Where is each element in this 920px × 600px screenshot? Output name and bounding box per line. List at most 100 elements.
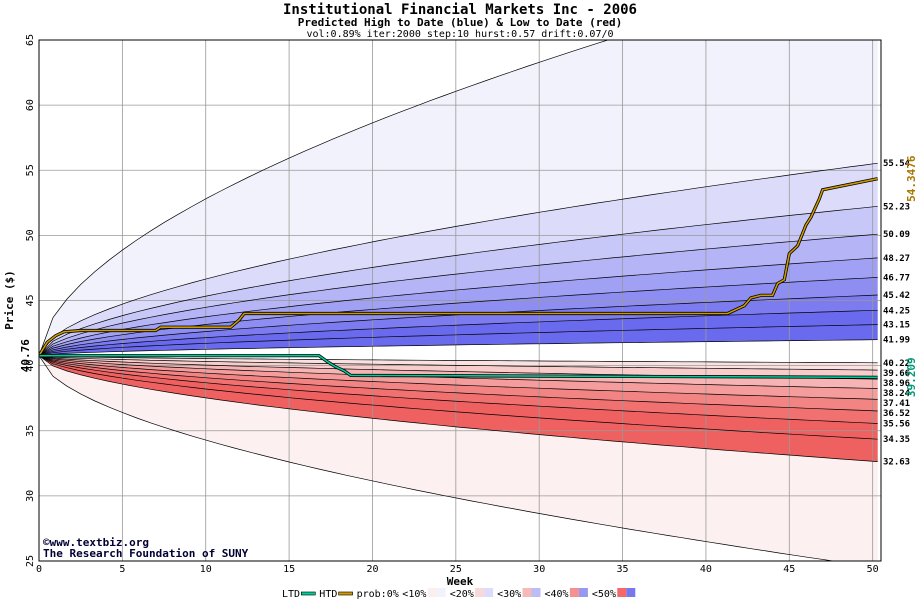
band-end-label: 43.15 (883, 321, 910, 331)
y-tick-label: 60 (25, 99, 36, 111)
x-tick-label: 25 (450, 564, 462, 575)
high-band (39, 234, 878, 356)
contour-line (39, 355, 878, 462)
series-line-htd (39, 177, 878, 357)
legend-swatch-low (522, 588, 532, 597)
contour-line (39, 162, 878, 356)
band-end-label: 40.22 (883, 359, 910, 369)
x-tick-label: 0 (36, 564, 42, 575)
low-band (39, 355, 878, 371)
band-end-labels: 55.54 52.23 50.09 48.27 46.77 45.42 44.25 43.15… (883, 159, 911, 467)
band-end-label: 55.54 (883, 159, 911, 169)
legend-label: HTD (319, 589, 337, 600)
contour-line (39, 355, 836, 561)
contour-line (39, 355, 878, 364)
legend-label: prob:0% (357, 589, 399, 600)
low-band (39, 355, 878, 389)
series-lines (39, 177, 879, 379)
contour-line (39, 324, 878, 357)
y-tick-label: 55 (25, 164, 36, 176)
y-tick-label: 65 (25, 34, 36, 46)
band-end-label: 38.24 (883, 389, 911, 399)
contour-line (39, 257, 878, 356)
legend-swatch-high (484, 588, 494, 597)
x-tick-label: 20 (366, 564, 378, 575)
legend-line-swatch (300, 591, 316, 596)
credit-foundation: The Research Foundation of SUNY (43, 547, 249, 560)
band-end-label: 48.27 (883, 254, 910, 264)
band-end-label: 37.41 (883, 399, 910, 409)
contour-line (39, 309, 878, 357)
high-band (39, 295, 878, 356)
legend-swatch-low (617, 588, 627, 597)
contour-line (39, 355, 878, 424)
band-end-label: 38.96 (883, 379, 910, 389)
y-tick-label: 50 (25, 229, 36, 241)
y-tick-label: 45 (25, 294, 36, 306)
legend-label: <50% (592, 589, 616, 600)
legend-label: <20% (450, 589, 474, 600)
contour-line (39, 355, 878, 371)
low-band (39, 355, 878, 440)
band-end-label: 50.09 (883, 230, 910, 240)
band-end-label: 44.25 (883, 306, 910, 316)
htd-end-value: 54.3476 (905, 155, 918, 202)
ltd-end-value: 39.209 (905, 357, 918, 397)
legend-swatch-high (436, 588, 446, 597)
legend: LTD HTD prob:0% <10% <20% <30% <40% <50% (282, 588, 636, 600)
low-band (39, 355, 878, 462)
band-end-label: 32.63 (883, 458, 910, 468)
x-tick-label: 5 (119, 564, 125, 575)
band-end-label: 45.42 (883, 291, 910, 301)
chart-subtitle: Predicted High to Date (blue) & Low to D… (298, 16, 623, 29)
y-tick-label: 35 (25, 425, 36, 437)
legend-line-swatch (338, 591, 353, 596)
low-band (39, 355, 878, 400)
band-end-label: 41.99 (883, 336, 910, 346)
high-band (39, 206, 878, 356)
band-end-label: 36.52 (883, 409, 910, 419)
high-band (39, 277, 878, 356)
contour-line (39, 355, 878, 400)
legend-swatch-low (475, 588, 485, 597)
legend-label: <10% (402, 589, 426, 600)
low-band (39, 355, 878, 380)
plot-frame (38, 39, 882, 562)
y-axis-ticks: 25 30 35 40 45 50 55 60 65 (25, 34, 36, 567)
band-end-label: 46.77 (883, 273, 910, 283)
legend-swatch-low (569, 588, 579, 597)
y-tick-label: 30 (25, 490, 36, 502)
probability-bands (39, 40, 878, 561)
x-tick-label: 10 (200, 564, 212, 575)
legend-swatch-high (531, 588, 541, 597)
legend-swatch-low (427, 588, 437, 597)
chart-params: vol:0.89% iter:2000 step:10 hurst:0.57 d… (306, 29, 613, 40)
legend-swatch-high (626, 588, 636, 597)
x-tick-label: 35 (617, 564, 629, 575)
legend-label: LTD (282, 589, 300, 600)
legend-label: <40% (545, 589, 569, 600)
high-band (39, 324, 878, 356)
x-tick-label: 50 (867, 564, 879, 575)
y-tick-label: 25 (25, 555, 36, 567)
y-axis-label: Price ($) (3, 270, 16, 330)
band-end-label: 52.23 (883, 202, 910, 212)
band-end-label: 34.35 (883, 435, 910, 445)
contour-line (39, 355, 878, 412)
contour-line (39, 40, 610, 356)
high-band (39, 40, 878, 356)
legend-swatch-high (578, 588, 588, 597)
band-end-label: 35.56 (883, 420, 910, 430)
series-line-ltd (39, 354, 878, 379)
chart-title: Institutional Financial Markets Inc - 20… (283, 2, 637, 18)
start-price-label: 40.76 (19, 339, 32, 372)
x-tick-label: 15 (283, 564, 295, 575)
x-axis-label: Week (447, 575, 474, 588)
contour-line (39, 355, 878, 389)
x-axis-ticks: 0 5 10 15 20 25 30 35 40 45 50 (36, 564, 879, 575)
high-band (39, 163, 878, 356)
credit-website: ©www.textbiz.org (43, 536, 149, 549)
band-end-label: 39.66 (883, 369, 910, 379)
x-tick-label: 30 (533, 564, 545, 575)
